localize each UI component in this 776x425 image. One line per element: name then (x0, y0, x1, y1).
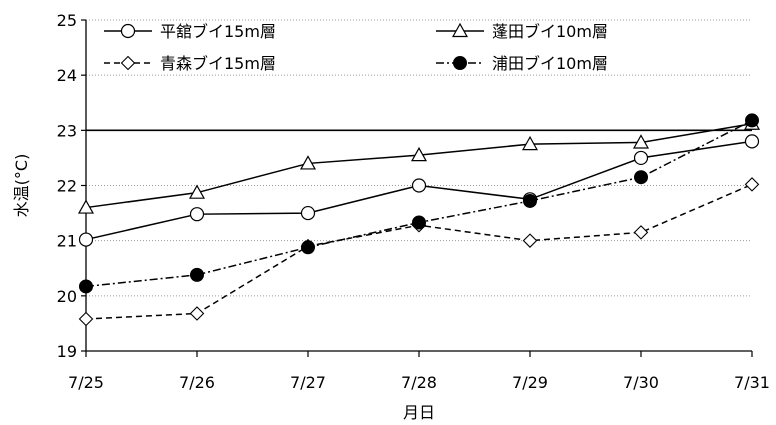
x-tick-label-1: 7/26 (179, 373, 215, 392)
x-tick-label-3: 7/28 (401, 373, 437, 392)
series-group (77, 113, 761, 327)
y-axis-title: 水温(°C) (12, 154, 31, 218)
series-line-3 (85, 119, 753, 288)
series-1 (77, 115, 761, 214)
series-1-point-5 (632, 134, 650, 149)
series-1-point-4 (521, 135, 539, 151)
series-0-point-5 (633, 150, 649, 166)
y-tick-label-24: 24 (57, 66, 77, 85)
legend-marker-2 (120, 55, 136, 71)
series-1-point-0 (77, 199, 95, 214)
x-tick-label-0: 7/25 (68, 373, 104, 392)
series-2-point-0 (78, 311, 94, 327)
series-0-point-0 (78, 232, 94, 247)
series-0-point-3 (411, 178, 427, 193)
x-axis-title: 月日 (403, 403, 435, 422)
legend-label-0: 平舘ブイ15m層 (160, 22, 276, 41)
y-tick-label-19: 19 (57, 342, 77, 361)
series-3-point-3 (412, 215, 426, 230)
legend-label-2: 青森ブイ15m層 (160, 54, 276, 73)
legend-entry-0: 平舘ブイ15m層 (104, 22, 276, 41)
series-3-point-1 (190, 267, 204, 282)
series-3-point-4 (523, 193, 537, 208)
legend-label-3: 浦田ブイ10m層 (492, 54, 608, 73)
legend-marker-0 (120, 23, 136, 39)
legend-marker-3 (453, 56, 467, 70)
series-2-point-6 (744, 177, 760, 192)
legend-entry-3: 浦田ブイ10m層 (436, 54, 608, 73)
series-3-point-0 (79, 279, 93, 294)
legend-entry-1: 蓬田ブイ10m層 (436, 22, 608, 41)
series-2 (78, 177, 760, 327)
x-tick-label-4: 7/29 (512, 373, 548, 392)
y-tick-label-22: 22 (57, 177, 77, 196)
axes (81, 19, 753, 357)
series-3-point-5 (634, 170, 648, 185)
series-1-point-1 (188, 184, 206, 199)
series-3 (79, 113, 759, 294)
x-tick-label-2: 7/27 (290, 373, 326, 392)
y-tick-label-20: 20 (57, 287, 77, 306)
series-2-point-4 (522, 233, 538, 248)
tick-labels: 19 20 21 22 23 24 25 7/25 7/26 7/27 7/28 7/29 7/30 7/… (57, 11, 770, 392)
legend-entry-2: 青森ブイ15m層 (104, 54, 276, 73)
series-line-2 (85, 183, 753, 320)
y-tick-label-25: 25 (57, 11, 77, 30)
series-1-point-2 (299, 155, 317, 170)
series-line-1 (85, 122, 753, 209)
series-1-point-3 (410, 146, 428, 162)
series-2-point-1 (189, 306, 205, 321)
y-tick-label-23: 23 (57, 121, 77, 140)
x-tick-label-6: 7/31 (734, 373, 770, 392)
series-0-point-2 (300, 205, 316, 221)
series-0-point-6 (744, 134, 760, 149)
x-tick-label-5: 7/30 (623, 373, 659, 392)
y-tick-label-21: 21 (57, 232, 77, 251)
legend-marker-1 (451, 22, 469, 38)
series-3-point-2 (301, 240, 315, 255)
series-2-point-5 (633, 225, 649, 240)
legend-label-1: 蓬田ブイ10m層 (492, 22, 608, 41)
series-0-point-1 (189, 207, 205, 222)
series-3-point-6 (745, 113, 759, 128)
